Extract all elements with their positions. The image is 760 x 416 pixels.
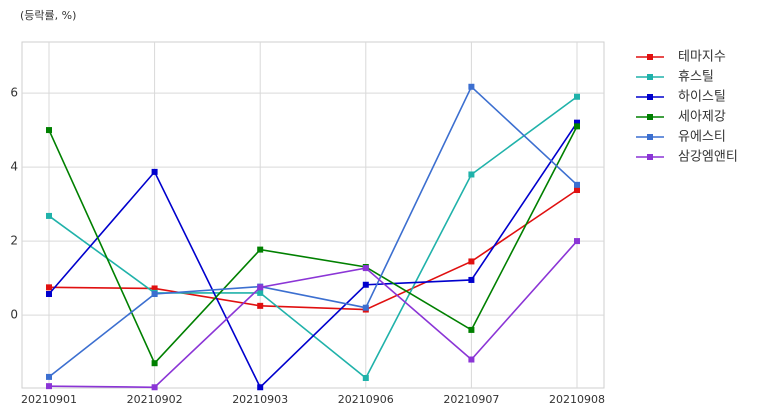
marker — [46, 284, 52, 291]
marker — [362, 375, 369, 382]
legend-marker — [647, 134, 653, 140]
marker — [574, 93, 580, 100]
legend-marker — [647, 54, 653, 60]
marker — [151, 384, 158, 391]
marker — [151, 285, 158, 292]
marker — [574, 181, 580, 188]
legend-label: 삼강엠앤티 — [678, 150, 738, 165]
marker — [46, 127, 52, 134]
plot-frame — [21, 41, 605, 389]
marker — [257, 246, 264, 253]
marker — [46, 373, 52, 380]
series-line — [48, 122, 578, 389]
marker — [468, 171, 475, 178]
legend-label: 테마지수 — [678, 50, 726, 65]
marker — [46, 383, 52, 390]
marker — [468, 83, 475, 90]
legend-marker — [647, 154, 653, 160]
x-tick-label: 20210907 — [443, 393, 499, 406]
marker — [46, 212, 52, 219]
marker — [574, 187, 580, 194]
series-line — [48, 240, 578, 389]
marker — [151, 168, 158, 175]
legend-marker — [647, 114, 653, 120]
series-line — [48, 189, 578, 311]
legend-marker — [647, 74, 653, 80]
marker — [257, 289, 264, 296]
y-tick-label: 6 — [10, 86, 18, 100]
marker — [362, 281, 369, 288]
series-line — [48, 85, 578, 378]
marker — [362, 304, 369, 311]
marker — [468, 356, 475, 363]
x-tick-label: 20210908 — [549, 393, 605, 406]
marker — [468, 258, 475, 265]
legend-label: 하이스틸 — [678, 90, 726, 105]
y-tick-label: 2 — [10, 234, 18, 248]
legend-marker — [647, 94, 653, 100]
marker — [574, 119, 580, 126]
series-line — [48, 126, 578, 365]
y-tick-label: 4 — [10, 160, 18, 174]
marker — [46, 291, 52, 298]
x-tick-label: 20210901 — [21, 393, 77, 406]
marker — [257, 284, 264, 291]
marker — [257, 384, 264, 391]
x-tick-label: 20210902 — [127, 393, 183, 406]
marker — [468, 326, 475, 333]
marker — [574, 123, 580, 130]
marker — [151, 360, 158, 367]
y-axis-label: (등락률, %) — [20, 9, 76, 22]
x-tick-label: 20210906 — [338, 393, 394, 406]
y-tick-label: 0 — [10, 308, 18, 322]
marker — [362, 265, 369, 272]
x-tick-label: 20210903 — [232, 393, 288, 406]
marker — [468, 276, 475, 283]
marker — [257, 302, 264, 309]
marker — [574, 238, 580, 245]
marker — [151, 291, 158, 298]
legend-label: 휴스틸 — [678, 70, 714, 85]
legend-label: 세아제강 — [678, 110, 726, 125]
legend-label: 유에스티 — [678, 130, 726, 145]
